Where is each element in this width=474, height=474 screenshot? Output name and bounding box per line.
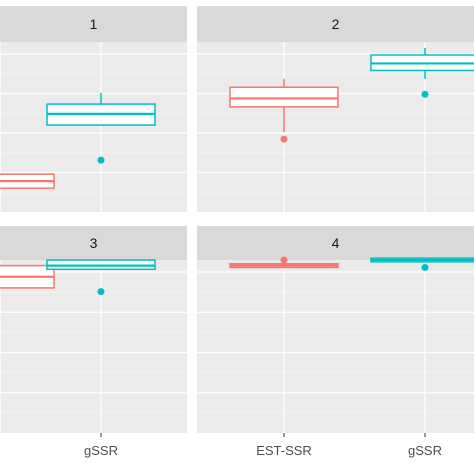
outlier-point: [421, 263, 429, 271]
box-est-ssr: [0, 264, 55, 289]
facet-strip: [197, 6, 474, 42]
facet-strip-label: 1: [90, 16, 98, 32]
facet-strip-label: 2: [332, 16, 340, 32]
outlier-point: [280, 135, 288, 143]
box-gssr: [370, 48, 474, 98]
outlier-point: [280, 256, 288, 264]
outlier-point: [97, 288, 105, 296]
panel-background: [0, 260, 187, 433]
outlier-point: [97, 156, 105, 164]
facet-panel-4: 4: [197, 226, 474, 433]
outlier-point: [421, 90, 429, 98]
facet-strip: [0, 226, 187, 260]
panel-background: [197, 260, 474, 433]
facet-panel-2: 2: [197, 6, 474, 212]
x-tick-label-gssr: gSSR: [408, 443, 442, 458]
facet-strip-label: 3: [90, 235, 98, 251]
box-gssr: [46, 259, 156, 296]
facet-strip: [197, 226, 474, 260]
box-est-ssr: [0, 173, 55, 189]
box-est-ssr: [229, 256, 339, 269]
x-tick-label-gssr: gSSR: [84, 443, 118, 458]
facet-strip-label: 4: [332, 235, 340, 251]
box-gssr: [46, 92, 156, 164]
facet-panel-3: 3: [0, 226, 187, 433]
facet-panel-1: 1: [0, 6, 187, 212]
box-gssr: [370, 257, 474, 271]
facet-strip: [0, 6, 187, 42]
box-body: [229, 86, 339, 108]
box-est-ssr: [229, 78, 339, 143]
x-tick-label-est-ssr: EST-SSR: [256, 443, 312, 458]
